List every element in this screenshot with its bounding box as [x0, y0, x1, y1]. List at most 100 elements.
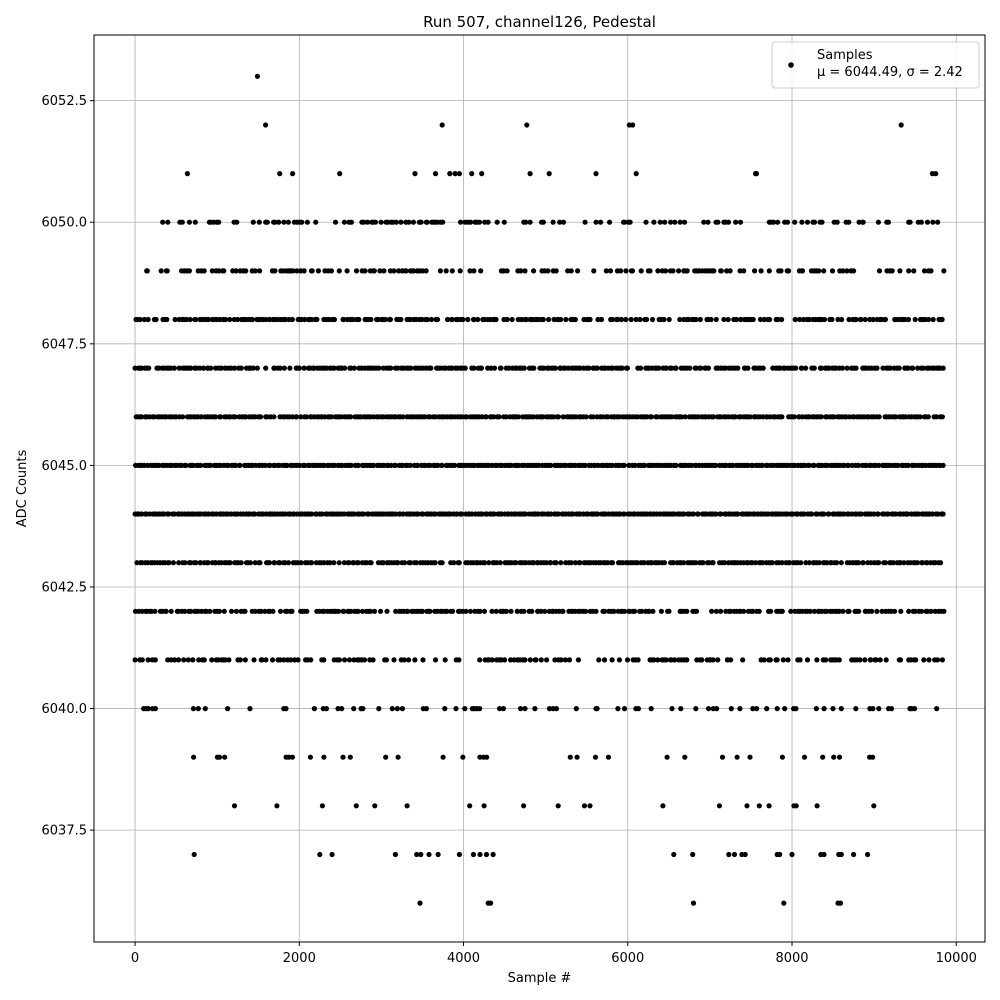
- sample-point: [371, 608, 378, 614]
- sample-point: [786, 560, 793, 566]
- sample-point: [747, 414, 753, 420]
- sample-point: [735, 511, 741, 517]
- sample-point: [621, 219, 628, 225]
- sample-point: [515, 414, 522, 420]
- sample-point: [824, 608, 830, 614]
- sample-point: [818, 365, 825, 371]
- sample-point: [766, 803, 772, 809]
- sample-point: [444, 316, 451, 323]
- sample-point: [582, 462, 588, 468]
- sample-point: [226, 657, 232, 663]
- sample-point: [274, 803, 280, 809]
- sample-point: [351, 365, 357, 371]
- sample-point: [250, 219, 256, 225]
- sample-point: [483, 851, 490, 858]
- sample-point: [623, 316, 629, 323]
- sample-point: [910, 365, 916, 371]
- sample-point: [195, 706, 201, 712]
- sample-point: [668, 219, 674, 225]
- sample-point: [257, 268, 263, 274]
- sample-point: [568, 268, 574, 274]
- sample-point: [238, 365, 244, 371]
- sample-point: [919, 608, 925, 614]
- sample-point: [538, 657, 544, 663]
- sample-point: [793, 706, 799, 712]
- sample-point: [484, 754, 490, 760]
- sample-point: [829, 316, 835, 323]
- sample-point: [201, 657, 207, 663]
- sample-point: [876, 414, 882, 420]
- sample-point: [829, 268, 836, 274]
- sample-point: [760, 414, 766, 420]
- sample-point: [785, 657, 791, 663]
- sample-point: [714, 706, 720, 712]
- sample-point: [451, 560, 457, 566]
- sample-point: [486, 560, 492, 566]
- sample-point: [234, 219, 240, 225]
- sample-point: [660, 803, 666, 809]
- data-points: [132, 73, 947, 906]
- sample-point: [146, 365, 152, 371]
- sample-point: [201, 268, 207, 274]
- sample-point: [544, 657, 550, 663]
- sample-point: [192, 219, 198, 225]
- sample-point: [449, 316, 455, 323]
- sample-point: [290, 171, 296, 177]
- sample-point: [435, 462, 441, 468]
- sample-point: [750, 608, 756, 614]
- sample-point: [518, 268, 524, 274]
- sample-point: [321, 657, 327, 663]
- sample-point: [151, 414, 157, 420]
- sample-point: [419, 608, 425, 614]
- sample-point: [756, 608, 762, 614]
- sample-point: [581, 803, 588, 809]
- sample-point: [695, 511, 701, 517]
- legend-box: [771, 41, 980, 89]
- sample-point: [225, 462, 231, 468]
- sample-point: [678, 706, 684, 712]
- sample-point: [623, 268, 629, 274]
- sample-point: [232, 414, 238, 420]
- sample-point: [548, 462, 554, 468]
- sample-point: [633, 316, 639, 323]
- sample-point: [506, 365, 512, 371]
- sample-point: [651, 657, 657, 663]
- sample-point: [222, 316, 229, 323]
- y-tick-label: 6045.0: [42, 459, 88, 474]
- sample-point: [747, 754, 753, 760]
- sample-point: [440, 219, 446, 225]
- sample-point: [595, 511, 601, 517]
- sample-point: [663, 365, 669, 371]
- sample-point: [756, 803, 762, 809]
- sample-point: [188, 608, 194, 614]
- sample-point: [521, 803, 527, 809]
- sample-point: [853, 316, 859, 323]
- sample-point: [419, 316, 425, 323]
- sample-point: [439, 462, 445, 468]
- sample-point: [875, 219, 882, 225]
- sample-point: [403, 268, 409, 274]
- sample-point: [508, 608, 514, 614]
- sample-point: [793, 803, 799, 809]
- sample-point: [264, 219, 270, 225]
- sample-point: [742, 851, 748, 858]
- sample-point: [779, 608, 785, 614]
- sample-point: [500, 706, 506, 712]
- sample-point: [469, 171, 475, 177]
- sample-point: [621, 706, 628, 712]
- sample-point: [388, 462, 394, 468]
- sample-point: [435, 851, 441, 858]
- sample-point: [281, 657, 287, 663]
- sample-point: [792, 316, 798, 323]
- sample-point: [681, 219, 688, 225]
- sample-point: [193, 316, 199, 323]
- sample-point: [439, 560, 445, 566]
- sample-point: [609, 462, 615, 468]
- sample-point: [432, 171, 439, 177]
- sample-point: [596, 657, 602, 663]
- sample-point: [941, 608, 947, 614]
- sample-point: [710, 657, 716, 663]
- sample-point: [926, 657, 932, 663]
- sample-point: [543, 560, 550, 566]
- sample-point: [207, 608, 213, 614]
